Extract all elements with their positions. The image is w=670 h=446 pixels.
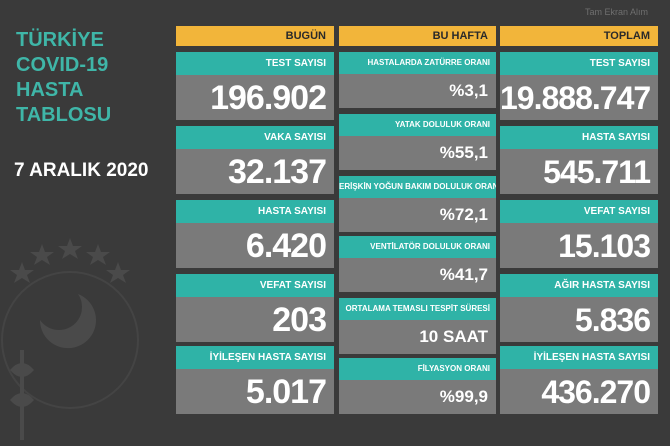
stat-card: ORTALAMA TEMASLI TESPİT SÜRESİ 10 SAAT xyxy=(339,298,496,354)
stat-card: HASTA SAYISI 545.711 xyxy=(500,126,658,194)
page-title: TÜRKİYE COVID-19 HASTA TABLOSU xyxy=(16,28,111,128)
stat-card: İYİLEŞEN HASTA SAYISI 5.017 xyxy=(176,346,334,414)
stat-value: 6.420 xyxy=(176,223,334,268)
stat-value: 32.137 xyxy=(176,149,334,194)
stat-value: 19.888.747 xyxy=(500,75,658,120)
stat-value: 545.711 xyxy=(500,149,658,194)
stat-label: ORTALAMA TEMASLI TESPİT SÜRESİ xyxy=(339,298,496,320)
stat-label: TEST SAYISI xyxy=(500,52,658,75)
title-line: TÜRKİYE xyxy=(16,29,104,51)
stat-card: TEST SAYISI 19.888.747 xyxy=(500,52,658,120)
stat-card: HASTA SAYISI 6.420 xyxy=(176,200,334,268)
stat-value: 5.017 xyxy=(176,369,334,414)
stat-label: VEFAT SAYISI xyxy=(500,200,658,223)
stat-card: İYİLEŞEN HASTA SAYISI 436.270 xyxy=(500,346,658,414)
title-line: COVID-19 xyxy=(16,54,109,76)
stat-label: TEST SAYISI xyxy=(176,52,334,75)
column-week: BU HAFTA HASTALARDA ZATÜRRE ORANI %3,1 Y… xyxy=(339,26,496,414)
stat-label: HASTA SAYISI xyxy=(500,126,658,149)
report-date: 7 ARALIK 2020 xyxy=(14,160,149,181)
stat-card: VENTİLATÖR DOLULUK ORANI %41,7 xyxy=(339,236,496,292)
stat-card: TEST SAYISI 196.902 xyxy=(176,52,334,120)
stat-card: HASTALARDA ZATÜRRE ORANI %3,1 xyxy=(339,52,496,108)
stat-label: İYİLEŞEN HASTA SAYISI xyxy=(500,346,658,369)
stat-value: 196.902 xyxy=(176,75,334,120)
stat-card: ERİŞKİN YOĞUN BAKIM DOLULUK ORANI %72,1 xyxy=(339,176,496,232)
stat-card: VEFAT SAYISI 203 xyxy=(176,274,334,342)
stat-value: 203 xyxy=(176,297,334,342)
stat-label: VAKA SAYISI xyxy=(176,126,334,149)
stat-label: FİLYASYON ORANI xyxy=(339,358,496,380)
stat-label: VENTİLATÖR DOLULUK ORANI xyxy=(339,236,496,258)
column-header-total: TOPLAM xyxy=(500,26,658,46)
stat-value: 15.103 xyxy=(500,223,658,268)
stat-value: %3,1 xyxy=(339,74,496,108)
stat-label: HASTA SAYISI xyxy=(176,200,334,223)
column-header-today: BUGÜN xyxy=(176,26,334,46)
stat-card: FİLYASYON ORANI %99,9 xyxy=(339,358,496,414)
title-line: HASTA xyxy=(16,79,84,101)
title-line: TABLOSU xyxy=(16,104,112,126)
fullscreen-label[interactable]: Tam Ekran Alım xyxy=(585,7,649,17)
stat-label: YATAK DOLULUK ORANI xyxy=(339,114,496,136)
stat-label: AĞIR HASTA SAYISI xyxy=(500,274,658,297)
column-header-week: BU HAFTA xyxy=(339,26,496,46)
stat-value: %55,1 xyxy=(339,136,496,170)
stat-value: %72,1 xyxy=(339,198,496,232)
stat-card: YATAK DOLULUK ORANI %55,1 xyxy=(339,114,496,170)
stat-label: HASTALARDA ZATÜRRE ORANI xyxy=(339,52,496,74)
stat-card: VAKA SAYISI 32.137 xyxy=(176,126,334,194)
stat-value: %41,7 xyxy=(339,258,496,292)
stat-value: %99,9 xyxy=(339,380,496,414)
stat-label: ERİŞKİN YOĞUN BAKIM DOLULUK ORANI xyxy=(339,176,496,198)
stat-value: 5.836 xyxy=(500,297,658,342)
stat-label: VEFAT SAYISI xyxy=(176,274,334,297)
stat-value: 436.270 xyxy=(500,369,658,414)
stat-value: 10 SAAT xyxy=(339,320,496,354)
ministry-emblem-icon xyxy=(1,238,139,440)
column-total: TOPLAM TEST SAYISI 19.888.747 HASTA SAYI… xyxy=(500,26,658,414)
column-today: BUGÜN TEST SAYISI 196.902 VAKA SAYISI 32… xyxy=(176,26,334,414)
stat-card: VEFAT SAYISI 15.103 xyxy=(500,200,658,268)
stat-label: İYİLEŞEN HASTA SAYISI xyxy=(176,346,334,369)
stat-card: AĞIR HASTA SAYISI 5.836 xyxy=(500,274,658,342)
